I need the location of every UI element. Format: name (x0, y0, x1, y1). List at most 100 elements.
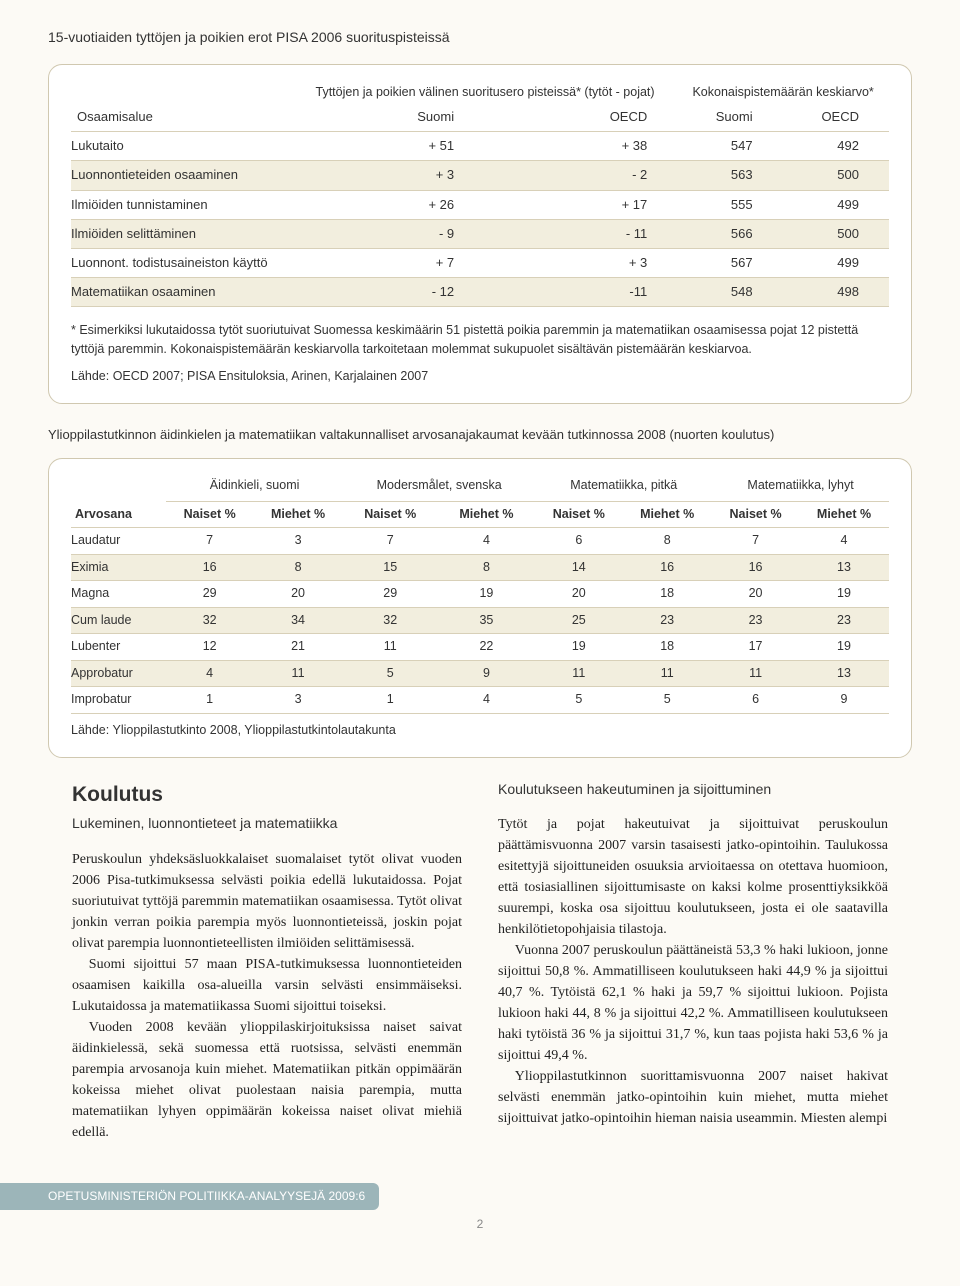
grades-gcol-1: Miehet % (253, 501, 343, 528)
row-label: Improbatur (71, 687, 166, 714)
right-p2: Vuonna 2007 peruskoulun päättäneistä 53,… (498, 940, 888, 1066)
cell: 5 (343, 660, 438, 687)
cell: 11 (535, 660, 622, 687)
cell: + 38 (484, 132, 677, 161)
table-row: Matematiikan osaaminen- 12-11548498 (71, 278, 889, 307)
cell: 11 (343, 634, 438, 661)
cell: + 3 (293, 161, 484, 190)
cell: 4 (799, 528, 889, 555)
row-label: Eximia (71, 554, 166, 581)
pisa-col-3: Suomi (677, 103, 782, 132)
cell: + 26 (293, 190, 484, 219)
grades-subj-1: Modersmålet, svenska (343, 473, 535, 501)
table-row: Cum laude3234323525232323 (71, 607, 889, 634)
cell: 11 (253, 660, 343, 687)
cell: 16 (622, 554, 712, 581)
cell: 11 (622, 660, 712, 687)
table-row: Lukutaito+ 51+ 38547492 (71, 132, 889, 161)
table-row: Laudatur73746874 (71, 528, 889, 555)
page-number: 2 (48, 1216, 912, 1233)
left-p3: Vuoden 2008 kevään ylioppilaskirjoituksi… (72, 1017, 462, 1143)
cell: + 3 (484, 249, 677, 278)
right-heading: Koulutukseen hakeutuminen ja sijoittumin… (498, 780, 888, 800)
pisa-col-1: Suomi (293, 103, 484, 132)
cell: 5 (535, 687, 622, 714)
cell: + 17 (484, 190, 677, 219)
grades-subj-0: Äidinkieli, suomi (166, 473, 343, 501)
cell: 19 (799, 634, 889, 661)
cell: 29 (343, 581, 438, 608)
cell: 500 (783, 219, 889, 248)
left-p2: Suomi sijoittui 57 maan PISA-tutkimukses… (72, 954, 462, 1017)
cell: 6 (535, 528, 622, 555)
grades-gcol-6: Naiset % (712, 501, 799, 528)
cell: 19 (799, 581, 889, 608)
grades-subj-2: Matematiikka, pitkä (535, 473, 712, 501)
table-row: Approbatur4115911111113 (71, 660, 889, 687)
row-label: Magna (71, 581, 166, 608)
table-row: Magna2920291920182019 (71, 581, 889, 608)
table-row: Ilmiöiden tunnistaminen+ 26+ 17555499 (71, 190, 889, 219)
cell: 16 (712, 554, 799, 581)
cell: 11 (712, 660, 799, 687)
cell: 19 (438, 581, 536, 608)
cell: 23 (712, 607, 799, 634)
cell: 499 (783, 190, 889, 219)
cell: 5 (622, 687, 712, 714)
cell: 567 (677, 249, 782, 278)
cell: 20 (535, 581, 622, 608)
cell: 8 (438, 554, 536, 581)
grades-table: Äidinkieli, suomi Modersmålet, svenska M… (71, 473, 889, 714)
row-label: Lubenter (71, 634, 166, 661)
grades-firstcol: Arvosana (71, 501, 166, 528)
pisa-group1-head: Tyttöjen ja poikien välinen suoritusero … (293, 79, 677, 104)
cell: 12 (166, 634, 253, 661)
grades-gcol-0: Naiset % (166, 501, 253, 528)
table-row: Lubenter1221112219181719 (71, 634, 889, 661)
cell: 9 (438, 660, 536, 687)
cell: 7 (712, 528, 799, 555)
cell: 9 (799, 687, 889, 714)
koulutus-heading: Koulutus (72, 780, 462, 809)
pisa-col-0: Osaamisalue (71, 103, 293, 132)
cell: 23 (622, 607, 712, 634)
cell: 7 (343, 528, 438, 555)
row-label: Luonnontieteiden osaaminen (71, 161, 293, 190)
right-p3: Ylioppilastutkinnon suorittamisvuonna 20… (498, 1066, 888, 1129)
cell: 16 (166, 554, 253, 581)
pisa-table: Tyttöjen ja poikien välinen suoritusero … (71, 79, 889, 308)
cell: 20 (712, 581, 799, 608)
row-label: Ilmiöiden tunnistaminen (71, 190, 293, 219)
grades-gcol-7: Miehet % (799, 501, 889, 528)
cell: 32 (166, 607, 253, 634)
cell: 6 (712, 687, 799, 714)
cell: 3 (253, 687, 343, 714)
cell: - 12 (293, 278, 484, 307)
cell: 35 (438, 607, 536, 634)
row-label: Lukutaito (71, 132, 293, 161)
pisa-source: Lähde: OECD 2007; PISA Ensituloksia, Ari… (71, 368, 889, 386)
grades-title: Ylioppilastutkinnon äidinkielen ja matem… (48, 426, 912, 444)
cell: 547 (677, 132, 782, 161)
table-row: Ilmiöiden selittäminen- 9- 11566500 (71, 219, 889, 248)
pisa-col-2: OECD (484, 103, 677, 132)
cell: 13 (799, 554, 889, 581)
cell: 14 (535, 554, 622, 581)
cell: 7 (166, 528, 253, 555)
row-label: Luonnont. todistusaineiston käyttö (71, 249, 293, 278)
cell: 4 (166, 660, 253, 687)
cell: 15 (343, 554, 438, 581)
pisa-col-4: OECD (783, 103, 889, 132)
right-p1: Tytöt ja pojat hakeutuivat ja sijoittuiv… (498, 814, 888, 940)
cell: 18 (622, 581, 712, 608)
footer-bar: OPETUSMINISTERIÖN POLITIIKKA-ANALYYSEJÄ … (0, 1183, 379, 1210)
right-column: Koulutukseen hakeutuminen ja sijoittumin… (498, 780, 888, 1143)
cell: 23 (799, 607, 889, 634)
cell: 13 (799, 660, 889, 687)
cell: 32 (343, 607, 438, 634)
cell: 555 (677, 190, 782, 219)
pisa-footnote: * Esimerkiksi lukutaidossa tytöt suoriut… (71, 321, 889, 357)
row-label: Laudatur (71, 528, 166, 555)
cell: 1 (343, 687, 438, 714)
table-row: Improbatur13145569 (71, 687, 889, 714)
